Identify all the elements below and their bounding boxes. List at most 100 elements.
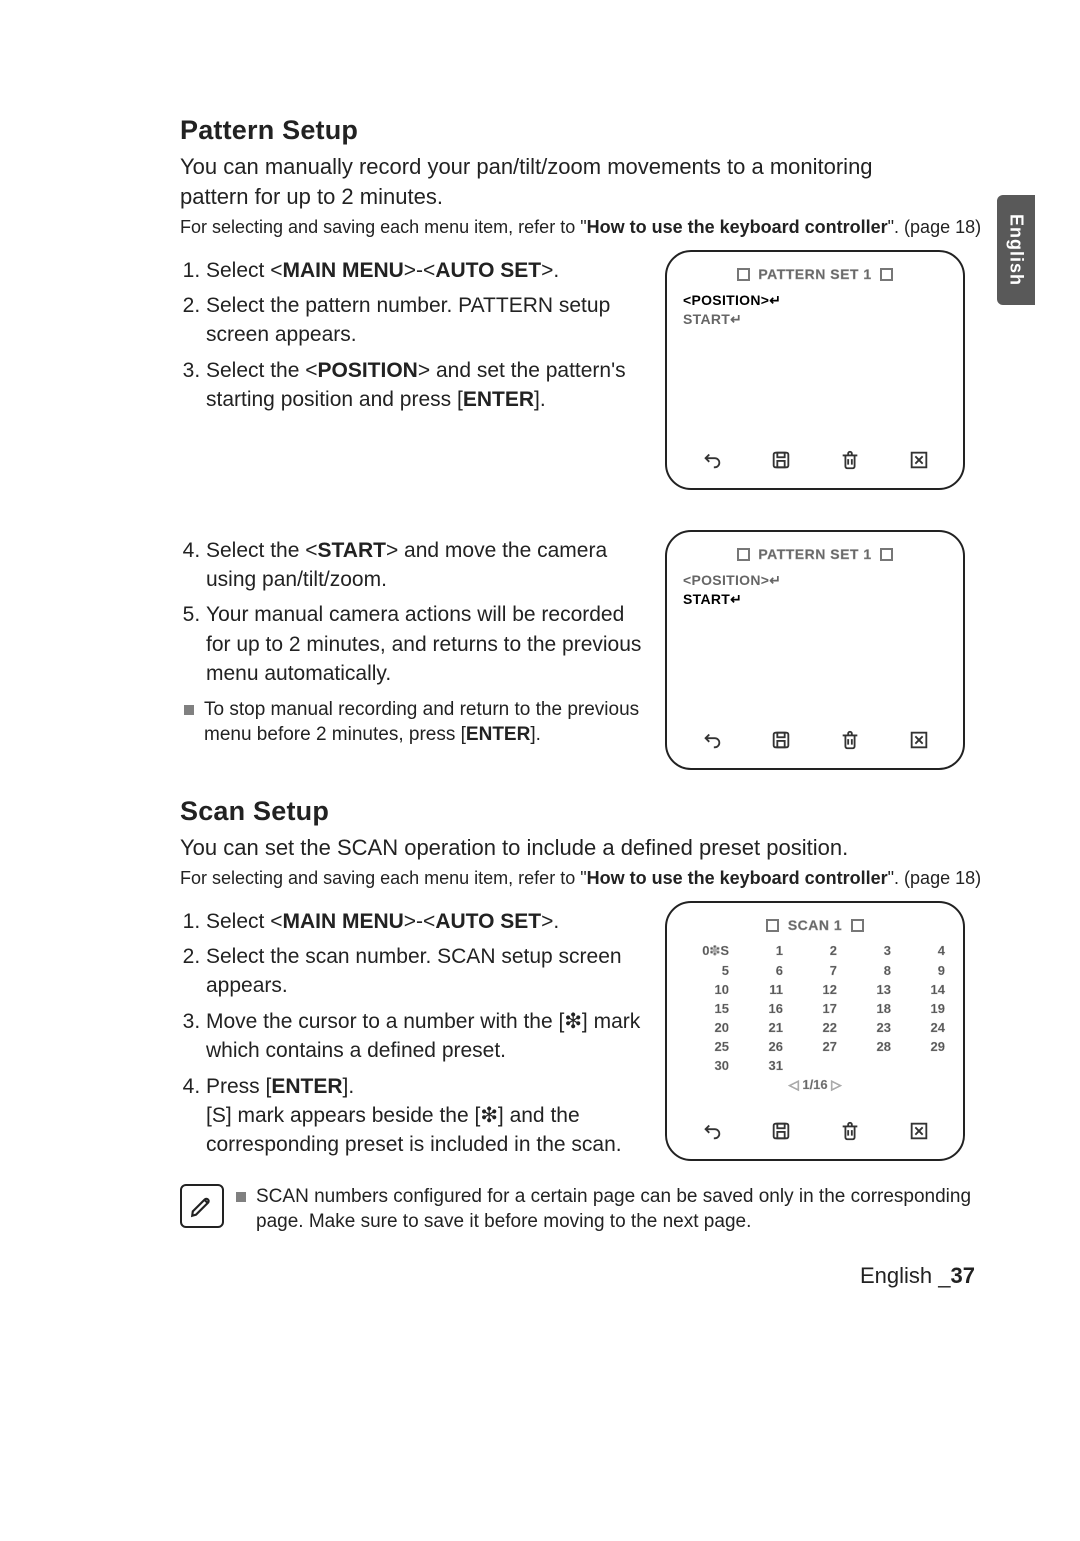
scan-steps-list: Select <MAIN MENU>-<AUTO SET>. Select th… (180, 907, 645, 1160)
step-4: Select the <START> and move the camera u… (206, 536, 645, 595)
scan-grid-cell: 3 (847, 943, 891, 959)
scan-grid-cell (793, 1058, 837, 1073)
scan-step-2: Select the scan number. SCAN setup scree… (206, 942, 645, 1001)
scan-pager: ◁ 1/16 ▷ (683, 1077, 947, 1093)
scan-grid-cell: 10 (685, 982, 729, 997)
pattern-steps-b: Select the <START> and move the camera u… (180, 530, 645, 748)
scan-grid-cell: 5 (685, 963, 729, 978)
pattern-screen-2-col: PATTERN SET 1 <POSITION>↵ START↵ (665, 530, 985, 770)
scan-number-grid: 0❇S1234567891011121314151617181920212223… (683, 943, 947, 1073)
scan-screen-col: SCAN 1 0❇S123456789101112131415161718192… (665, 901, 985, 1161)
scan-grid-cell: 29 (901, 1039, 945, 1054)
scan-note-text: SCAN numbers configured for a certain pa… (236, 1184, 985, 1235)
scan-setup-heading: Scan Setup (180, 796, 985, 827)
pattern-screen-1: PATTERN SET 1 <POSITION>↵ START↵ (665, 250, 965, 490)
close-icon (908, 449, 930, 476)
pattern-setup-heading: Pattern Setup (180, 115, 985, 146)
screen-title: SCAN 1 (683, 917, 947, 933)
scan-grid-cell: 9 (901, 963, 945, 978)
step-1: Select <MAIN MENU>-<AUTO SET>. (206, 256, 645, 285)
menu-start-line: START↵ (683, 591, 947, 608)
scan-grid-cell: 14 (901, 982, 945, 997)
square-icon (851, 919, 864, 932)
scan-grid-cell (847, 1058, 891, 1073)
pattern-screen-2: PATTERN SET 1 <POSITION>↵ START↵ (665, 530, 965, 770)
pattern-screen-1-col: PATTERN SET 1 <POSITION>↵ START↵ (665, 250, 985, 490)
pattern-sub-bullet: To stop manual recording and return to t… (184, 697, 645, 748)
pattern-steps-list-b: Select the <START> and move the camera u… (180, 536, 645, 689)
close-icon (908, 729, 930, 756)
scan-step-3: Move the cursor to a number with the [❇]… (206, 1007, 645, 1066)
save-icon (770, 1120, 792, 1147)
save-icon (770, 449, 792, 476)
scan-grid-cell: 7 (793, 963, 837, 978)
pattern-steps-a: Select <MAIN MENU>-<AUTO SET>. Select th… (180, 250, 645, 421)
screen-title: PATTERN SET 1 (683, 546, 947, 562)
scan-grid-cell: 16 (739, 1001, 783, 1016)
scan-grid-cell: 13 (847, 982, 891, 997)
scan-grid-cell: 20 (685, 1020, 729, 1035)
scan-grid-cell: 24 (901, 1020, 945, 1035)
square-icon (766, 919, 779, 932)
scan-block: Select <MAIN MENU>-<AUTO SET>. Select th… (180, 901, 985, 1166)
scan-grid-cell: 18 (847, 1001, 891, 1016)
scan-grid-cell: 21 (739, 1020, 783, 1035)
back-icon (701, 1120, 723, 1147)
note-pencil-icon (180, 1184, 224, 1228)
scan-grid-cell: 6 (739, 963, 783, 978)
menu-position-line: <POSITION>↵ (683, 572, 947, 589)
close-icon (908, 1120, 930, 1147)
pattern-block-1: Select <MAIN MENU>-<AUTO SET>. Select th… (180, 250, 985, 490)
footer-lang: English (860, 1263, 932, 1288)
scan-grid-cell: 22 (793, 1020, 837, 1035)
scan-grid-cell: 31 (739, 1058, 783, 1073)
screen-title: PATTERN SET 1 (683, 266, 947, 282)
scan-screen: SCAN 1 0❇S123456789101112131415161718192… (665, 901, 965, 1161)
side-tab-label: English (1006, 214, 1027, 286)
screen-icon-row (667, 729, 963, 756)
menu-start-line: START↵ (683, 311, 947, 328)
trash-icon (839, 1120, 861, 1147)
scan-grid-cell: 19 (901, 1001, 945, 1016)
scan-steps: Select <MAIN MENU>-<AUTO SET>. Select th… (180, 901, 645, 1166)
scan-grid-cell: 23 (847, 1020, 891, 1035)
scan-grid-cell: 1 (739, 943, 783, 959)
pattern-ref-note: For selecting and saving each menu item,… (180, 215, 985, 239)
back-icon (701, 449, 723, 476)
scan-grid-cell: 4 (901, 943, 945, 959)
scan-grid-cell: 27 (793, 1039, 837, 1054)
scan-grid-cell: 26 (739, 1039, 783, 1054)
screen-icon-row (667, 449, 963, 476)
step-5: Your manual camera actions will be recor… (206, 600, 645, 688)
scan-grid-cell: 17 (793, 1001, 837, 1016)
save-icon (770, 729, 792, 756)
trash-icon (839, 449, 861, 476)
menu-position-line: <POSITION>↵ (683, 292, 947, 309)
scan-grid-cell: 8 (847, 963, 891, 978)
scan-step-4: Press [ENTER].[S] mark appears beside th… (206, 1072, 645, 1160)
scan-note-row: SCAN numbers configured for a certain pa… (180, 1184, 985, 1235)
scan-grid-cell: 15 (685, 1001, 729, 1016)
step-2: Select the pattern number. PATTERN setup… (206, 291, 645, 350)
scan-grid-cell: 11 (739, 982, 783, 997)
screen-icon-row (667, 1120, 963, 1147)
square-icon (880, 548, 893, 561)
scan-intro: You can set the SCAN operation to includ… (180, 833, 940, 863)
step-3: Select the <POSITION> and set the patter… (206, 356, 645, 415)
pattern-steps-list-a: Select <MAIN MENU>-<AUTO SET>. Select th… (180, 256, 645, 415)
document-page: English Pattern Setup You can manually r… (0, 0, 1080, 1541)
square-icon (737, 548, 750, 561)
page-footer: English _37 (180, 1263, 985, 1289)
language-side-tab: English (997, 195, 1035, 305)
scan-grid-cell: 28 (847, 1039, 891, 1054)
pattern-intro: You can manually record your pan/tilt/zo… (180, 152, 940, 211)
square-icon (880, 268, 893, 281)
back-icon (701, 729, 723, 756)
scan-grid-cell: 2 (793, 943, 837, 959)
scan-ref-note: For selecting and saving each menu item,… (180, 866, 985, 890)
scan-grid-cell: 30 (685, 1058, 729, 1073)
pattern-block-2: Select the <START> and move the camera u… (180, 530, 985, 770)
scan-grid-cell: 12 (793, 982, 837, 997)
square-icon (737, 268, 750, 281)
scan-grid-cell (901, 1058, 945, 1073)
